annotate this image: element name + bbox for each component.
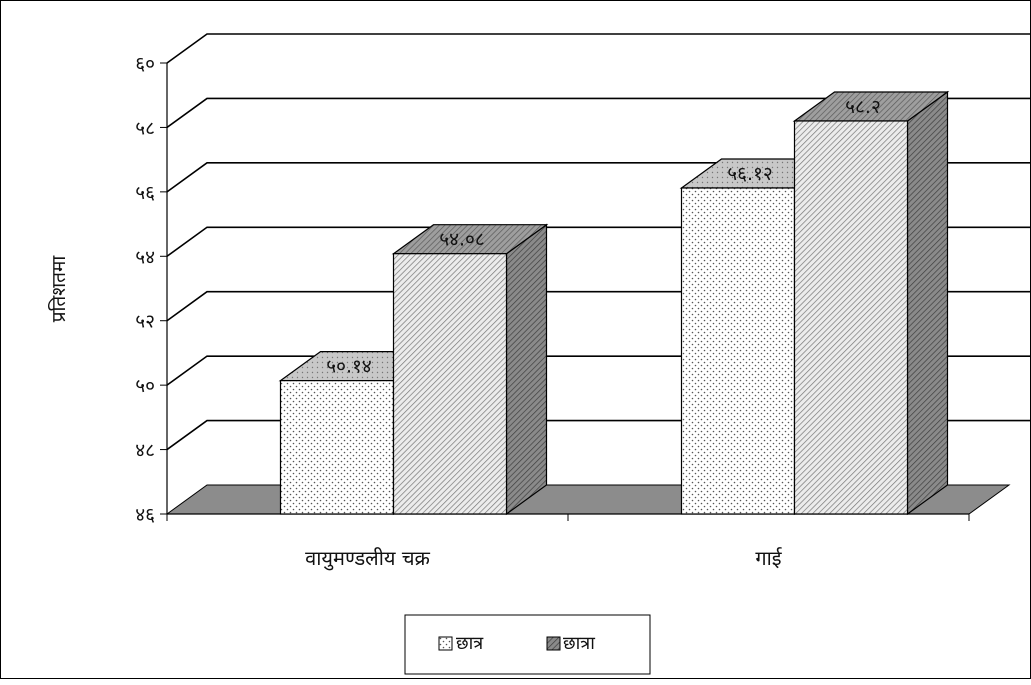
- y-tick-label: ५४: [135, 246, 155, 268]
- bar-front-face: [793, 120, 909, 515]
- x-category-label: वायुमण्डलीय चक्र: [305, 546, 430, 571]
- gridlines: [166, 33, 1031, 451]
- y-tick-label: ५०: [135, 375, 155, 397]
- y-tick-label: ४६: [135, 504, 155, 526]
- chart-walls: [167, 34, 207, 514]
- side-wall: [167, 34, 207, 514]
- y-tick-label: ६०: [135, 53, 155, 75]
- legend-label-series-2: छात्रा: [563, 633, 595, 654]
- data-label: ५६.१२: [727, 163, 773, 185]
- bar-side-face: [505, 223, 548, 516]
- x-axis-category-labels: वायुमण्डलीय चक्र गाई: [305, 546, 783, 571]
- x-category-label: गाई: [755, 546, 782, 570]
- bar-front-face: [680, 187, 796, 515]
- bar-front-face: [279, 380, 395, 515]
- y-tick-label: ५८: [135, 117, 155, 139]
- y-axis-ticks: ४६ ४८ ५० ५२ ५४ ५६ ५८ ६०: [135, 53, 167, 526]
- legend-swatch-series-2: [546, 636, 561, 651]
- data-label: ५०.१४: [326, 356, 372, 378]
- y-tick-label: ५६: [135, 182, 155, 204]
- y-tick-label: ४८: [135, 440, 155, 462]
- y-tick-label: ५२: [135, 311, 155, 333]
- gridline: [166, 97, 1031, 129]
- bar-2-2: [792, 90, 950, 516]
- data-labels: ५०.१४ ५४.०८ ५६.१२ ५८.२: [326, 96, 881, 378]
- legend: छात्र छात्रा: [404, 614, 651, 675]
- bar-front-face: [392, 253, 508, 515]
- bar-side-face: [906, 90, 949, 516]
- bars: [278, 90, 950, 516]
- legend-swatch-series-1: [438, 636, 453, 651]
- data-label: ५४.०८: [439, 229, 485, 251]
- y-axis-title: प्रतिशतमा: [47, 255, 70, 323]
- bar-1-2: [391, 223, 549, 516]
- gridline: [166, 33, 1031, 64]
- legend-label-series-1: छात्र: [456, 633, 484, 654]
- data-label: ५८.२: [845, 96, 881, 118]
